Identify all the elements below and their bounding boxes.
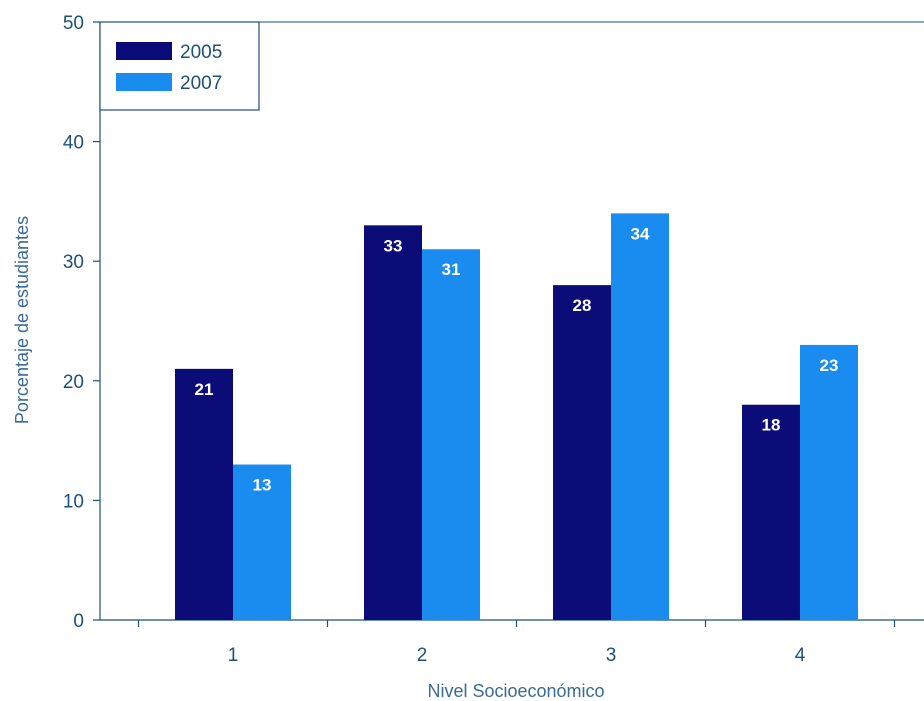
y-axis-title: Porcentaje de estudiantes [12,216,32,424]
bar-label-2007-cat-3: 34 [631,224,650,243]
x-tick-label-4: 4 [795,645,806,666]
bar-label-2007-cat-1: 13 [253,476,272,495]
legend-label-2007: 2007 [180,73,222,94]
legend-box [99,21,260,111]
y-tick-label-30: 30 [63,252,84,273]
bar-label-2005-cat-1: 21 [195,380,214,399]
legend-swatch-2005 [116,42,172,60]
bar-label-2005-cat-4: 18 [762,416,781,435]
bar-data-labels: 21 33 28 18 13 31 34 23 [195,224,839,494]
y-tick-label-0: 0 [73,611,84,632]
legend-swatch-2007 [116,73,172,91]
bar-2007-cat-2 [422,249,480,621]
y-tick-label-40: 40 [63,133,84,154]
bar-label-2005-cat-3: 28 [573,296,592,315]
legend: 2005 2007 [99,21,260,111]
y-tick-label-20: 20 [63,372,84,393]
legend-label-2005: 2005 [180,42,222,63]
bar-2007-cat-3 [611,213,669,621]
bar-series [175,213,858,621]
bar-2005-cat-1 [175,368,233,620]
bar-2007-cat-4 [800,344,858,620]
y-tick-label-10: 10 [63,491,84,512]
y-tick-label-50: 50 [63,13,84,34]
x-tick-label-3: 3 [606,645,617,666]
bar-2005-cat-2 [364,225,422,620]
bar-2005-cat-4 [742,404,800,620]
bar-label-2005-cat-2: 33 [384,236,403,255]
x-axis-title: Nivel Socioeconómico [427,681,604,701]
bar-2005-cat-3 [553,285,611,620]
x-tick-label-1: 1 [228,645,239,666]
y-axis-ticks: 0 10 20 30 40 50 [63,13,100,632]
bar-label-2007-cat-2: 31 [442,260,461,279]
bar-label-2007-cat-4: 23 [820,356,839,375]
bar-2007-cat-1 [233,464,291,620]
x-tick-label-2: 2 [417,645,428,666]
x-axis-ticks: 1 2 3 4 [137,620,896,666]
